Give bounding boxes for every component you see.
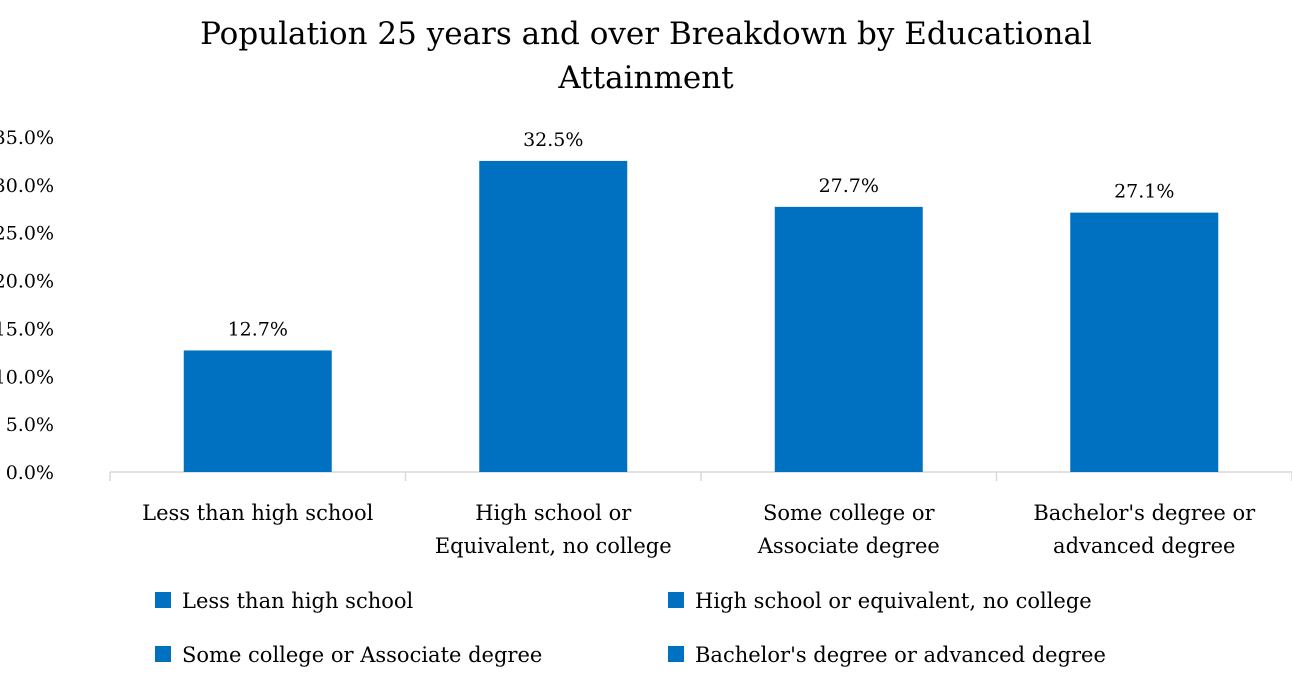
legend-swatch	[155, 592, 171, 608]
y-axis: 0.0% 5.0% 10.0% 15.0% 20.0% 25.0% 30.0% 35.0%	[0, 127, 54, 484]
legend-label: Some college or Associate degree	[182, 643, 542, 667]
data-label: 32.5%	[523, 129, 583, 151]
data-label: 27.1%	[1114, 181, 1174, 203]
legend-swatch	[668, 646, 684, 662]
bars	[183, 160, 1219, 472]
legend-item: High school or equivalent, no college	[668, 589, 1092, 613]
legend-label: Bachelor's degree or advanced degree	[695, 643, 1106, 667]
y-tick-label: 15.0%	[0, 318, 54, 340]
x-axis: Less than high school High school or Equiv…	[109, 471, 1292, 558]
legend-item: Bachelor's degree or advanced degree	[668, 643, 1106, 667]
y-tick-label: 25.0%	[0, 223, 54, 245]
y-tick-label: 0.0%	[6, 462, 54, 484]
y-tick-label: 35.0%	[0, 127, 54, 149]
legend: Less than high school High school or equi…	[155, 589, 1106, 667]
y-tick-label: 30.0%	[0, 175, 54, 197]
chart-title: Population 25 years and over Breakdown b…	[200, 16, 1092, 96]
bar	[774, 206, 923, 472]
data-labels: 12.7% 32.5% 27.7% 27.1%	[228, 129, 1175, 341]
bar	[1070, 212, 1219, 472]
legend-label: High school or equivalent, no college	[695, 589, 1092, 613]
legend-label: Less than high school	[182, 589, 414, 613]
x-tick-label: Some college or Associate degree	[757, 501, 940, 558]
y-tick-label: 10.0%	[0, 366, 54, 388]
bar	[479, 160, 628, 472]
y-tick-label: 20.0%	[0, 271, 54, 293]
x-tick-label: Less than high school	[142, 501, 374, 525]
legend-swatch	[155, 646, 171, 662]
x-tick-label: High school or Equivalent, no college	[435, 501, 672, 558]
x-tick-label: Bachelor's degree or advanced degree	[1033, 501, 1256, 558]
data-label: 12.7%	[228, 318, 288, 340]
y-tick-label: 5.0%	[6, 414, 54, 436]
data-label: 27.7%	[819, 175, 879, 197]
legend-item: Less than high school	[155, 589, 414, 613]
legend-swatch	[668, 592, 684, 608]
legend-item: Some college or Associate degree	[155, 643, 542, 667]
bar	[183, 350, 332, 472]
